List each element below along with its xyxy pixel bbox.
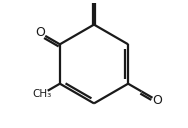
Text: CH₃: CH₃ — [33, 89, 52, 99]
Text: O: O — [35, 26, 45, 39]
Text: O: O — [152, 94, 162, 107]
